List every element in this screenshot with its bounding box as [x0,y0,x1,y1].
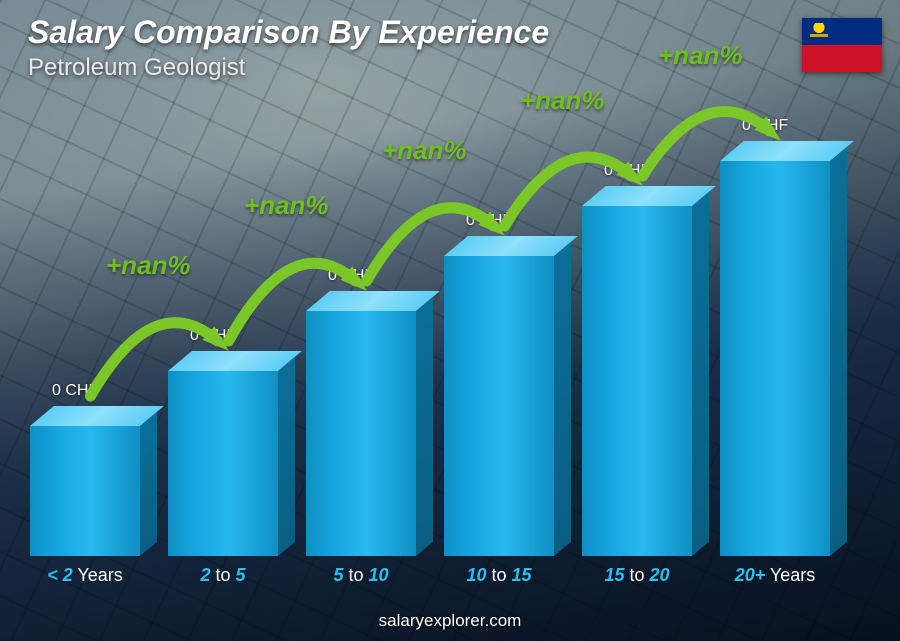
bar-side-face [140,412,157,556]
bar: 0 CHF20+ Years [720,161,830,556]
chart-subtitle: Petroleum Geologist [28,54,245,82]
bar: 0 CHF2 to 5 [168,371,278,556]
flag-crown-icon [810,23,828,37]
bar-front [306,311,416,556]
flag-stripe-bottom [802,45,882,72]
bar-value-label: 0 CHF [466,212,512,230]
bar-front [582,206,692,556]
flag-stripe-top [802,18,882,45]
x-axis-label: 2 to 5 [200,565,245,586]
bar: 0 CHF10 to 15 [444,256,554,556]
bar-value-label: 0 CHF [328,267,374,285]
bar-side-face [830,147,847,556]
bar-front [444,256,554,556]
delta-label: +nan% [520,85,605,116]
bar-value-label: 0 CHF [604,162,650,180]
bar-front [30,426,140,556]
x-axis-label: 5 to 10 [333,565,388,586]
x-axis-label: 10 to 15 [466,565,531,586]
content-root: Salary Comparison By Experience Petroleu… [0,0,900,641]
delta-label: +nan% [658,40,743,71]
bar-value-label: 0 CHF [190,327,236,345]
bar: 0 CHF< 2 Years [30,426,140,556]
bar-side-face [416,297,433,556]
delta-label: +nan% [382,135,467,166]
bar-front [720,161,830,556]
x-axis-label: 20+ Years [735,565,816,586]
bar: 0 CHF15 to 20 [582,206,692,556]
bar-chart: 0 CHF< 2 Years0 CHF2 to 50 CHF5 to 100 C… [30,100,850,586]
chart-title: Salary Comparison By Experience [28,14,549,51]
delta-label: +nan% [244,190,329,221]
x-axis-label: 15 to 20 [604,565,669,586]
delta-label: +nan% [106,250,191,281]
country-flag [802,18,882,72]
bar-side-face [278,357,295,556]
bar-side-face [692,192,709,556]
x-axis-label: < 2 Years [47,565,123,586]
bar-value-label: 0 CHF [52,382,98,400]
bar-front [168,371,278,556]
bar-value-label: 0 CHF [742,117,788,135]
bar-side-face [554,242,571,556]
bar: 0 CHF5 to 10 [306,311,416,556]
footer-attribution: salaryexplorer.com [0,611,900,631]
